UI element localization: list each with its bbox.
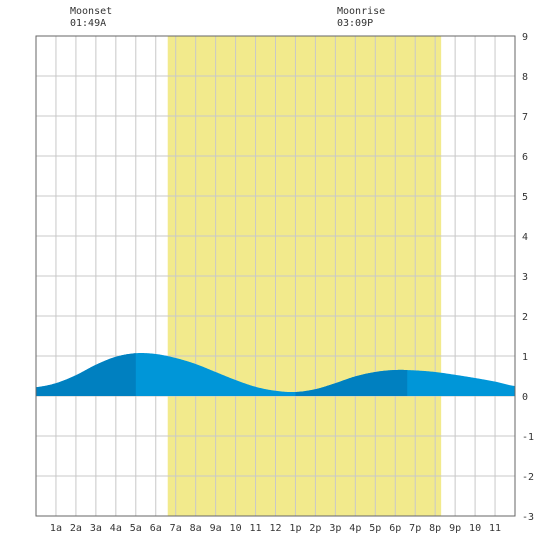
x-tick-label: 4a	[110, 523, 122, 534]
moonset-label: Moonset 01:49A	[70, 6, 112, 30]
y-tick-label: 9	[522, 32, 528, 43]
y-tick-label: 2	[522, 312, 528, 323]
x-tick-label: 4p	[349, 523, 361, 534]
x-tick-label: 5p	[369, 523, 381, 534]
x-tick-label: 9p	[449, 523, 461, 534]
x-tick-label: 10	[230, 523, 242, 534]
x-tick-label: 11	[250, 523, 262, 534]
x-tick-label: 10	[469, 523, 481, 534]
y-tick-label: -3	[522, 512, 534, 523]
x-tick-label: 3p	[329, 523, 341, 534]
moonrise-title: Moonrise	[337, 6, 386, 17]
tide-area-rising	[36, 353, 136, 396]
x-tick-label: 11	[489, 523, 501, 534]
y-tick-label: 6	[522, 152, 528, 163]
y-tick-label: 0	[522, 392, 528, 403]
y-tick-label: 8	[522, 72, 528, 83]
moonrise-label: Moonrise 03:09P	[337, 6, 385, 30]
x-tick-label: 8a	[190, 523, 202, 534]
y-tick-label: 4	[522, 232, 528, 243]
x-tick-label: 12	[269, 523, 281, 534]
x-tick-label: 1p	[289, 523, 301, 534]
plot-frame	[35, 35, 516, 517]
y-tick-label: 7	[522, 112, 528, 123]
tide-area-rising	[295, 369, 408, 396]
x-tick-label: 1a	[50, 523, 62, 534]
x-tick-label: 5a	[130, 523, 142, 534]
moonset-title: Moonset	[70, 6, 113, 17]
y-tick-label: -1	[522, 432, 534, 443]
x-tick-label: 2a	[70, 523, 82, 534]
y-tick-label: 1	[522, 352, 528, 363]
x-tick-label: 7a	[170, 523, 182, 534]
moonrise-time: 03:09P	[337, 18, 374, 29]
moonset-time: 01:49A	[70, 18, 107, 29]
x-tick-label: 2p	[309, 523, 321, 534]
x-tick-label: 7p	[409, 523, 421, 534]
x-tick-label: 9a	[210, 523, 222, 534]
x-tick-label: 6a	[150, 523, 162, 534]
y-tick-label: -2	[522, 472, 534, 483]
x-tick-label: 8p	[429, 523, 441, 534]
y-tick-label: 3	[522, 272, 528, 283]
y-tick-label: 5	[522, 192, 528, 203]
x-tick-label: 3a	[90, 523, 102, 534]
x-tick-label: 6p	[389, 523, 401, 534]
